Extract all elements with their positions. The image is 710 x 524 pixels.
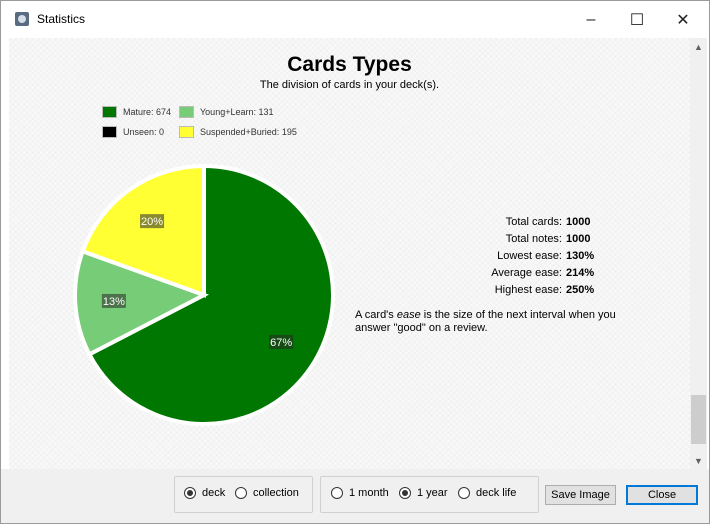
pie-label-background	[140, 214, 165, 229]
legend-label: Suspended+Buried: 195	[200, 127, 297, 137]
pie-slice-suspended-buried	[80, 163, 206, 298]
legend-swatch	[179, 106, 194, 118]
pie-slice-mature	[86, 163, 335, 426]
pie-percent-label: 67%	[270, 337, 292, 349]
stat-label: Total notes:	[505, 233, 562, 245]
radio-label: 1 year	[417, 487, 448, 499]
stat-average-ease: Average ease: 214%	[449, 265, 594, 282]
radio-1-year[interactable]: 1 year	[399, 487, 448, 499]
window-title: Statistics	[37, 12, 86, 26]
pie-label-background	[101, 293, 126, 308]
card-types-pie-chart: 67% 13% 20%	[73, 163, 335, 426]
ease-explanation: A card's ease is the size of the next in…	[355, 309, 635, 335]
legend-item-unseen: Unseen: 0	[102, 126, 164, 138]
radio-button[interactable]	[399, 487, 411, 499]
radio-deck[interactable]: deck	[184, 487, 225, 499]
legend-item-mature: Mature: 674	[102, 106, 171, 118]
stat-value: 130%	[566, 250, 595, 262]
radio-button[interactable]	[184, 487, 196, 499]
radio-button[interactable]	[331, 487, 343, 499]
minimize-button[interactable]: –	[568, 1, 614, 38]
chart-legend: Mature: 674 Young+Learn: 131 Unseen: 0 S…	[102, 106, 362, 142]
scope-group: deck collection	[174, 476, 313, 513]
radio-1-month[interactable]: 1 month	[331, 487, 389, 499]
legend-swatch	[179, 126, 194, 138]
stat-total-notes: Total notes: 1000	[449, 231, 594, 248]
close-button[interactable]: Close	[626, 485, 698, 505]
save-image-button[interactable]: Save Image	[545, 485, 616, 505]
bottom-toolbar: deck collection 1 month 1 year deck life…	[1, 469, 709, 523]
stat-label: Lowest ease:	[497, 250, 562, 262]
pie-percent-label: 20%	[141, 216, 163, 228]
vertical-scrollbar[interactable]: ▲ ▼	[690, 38, 707, 469]
stat-total-cards: Total cards: 1000	[449, 214, 594, 231]
stat-lowest-ease: Lowest ease: 130%	[449, 248, 594, 265]
stat-label: Highest ease:	[494, 284, 562, 296]
ease-term: ease	[396, 309, 421, 321]
maximize-button[interactable]: ☐	[614, 1, 660, 38]
radio-label: 1 month	[349, 487, 389, 499]
stat-value: 1000	[566, 216, 591, 228]
legend-label: Unseen: 0	[123, 127, 165, 137]
legend-swatch	[102, 126, 117, 138]
radio-collection[interactable]: collection	[235, 487, 299, 499]
legend-item-suspended-buried: Suspended+Buried: 195	[179, 126, 297, 138]
radio-button[interactable]	[458, 487, 470, 499]
radio-label: collection	[253, 487, 299, 499]
stat-value: 250%	[566, 284, 595, 296]
anki-app-icon	[15, 12, 29, 26]
ease-note-text: A card's	[355, 309, 397, 321]
radio-label: deck	[202, 487, 226, 499]
radio-button[interactable]	[235, 487, 247, 499]
pie-label-background	[269, 334, 294, 349]
stat-label: Total cards:	[505, 216, 562, 228]
stats-content: Cards Types The division of cards in you…	[9, 38, 690, 469]
legend-label: Mature: 674	[123, 107, 172, 117]
maximize-icon: ☐	[629, 11, 645, 29]
ease-note-text: is the size of the next interval when yo…	[355, 309, 616, 334]
close-icon: ✕	[676, 11, 690, 29]
radio-label: deck life	[476, 487, 517, 499]
section-title: Cards Types	[287, 53, 412, 76]
scroll-down-arrow-icon[interactable]: ▼	[694, 455, 703, 466]
radio-deck-life[interactable]: deck life	[458, 487, 516, 499]
legend-item-young-learn: Young+Learn: 131	[179, 106, 274, 118]
close-window-button[interactable]: ✕	[660, 1, 706, 38]
minimize-icon: –	[586, 10, 596, 28]
stat-value: 1000	[566, 233, 591, 245]
pie-percent-label: 13%	[103, 296, 125, 308]
period-group: 1 month 1 year deck life	[320, 476, 539, 513]
legend-swatch	[102, 106, 117, 118]
scroll-up-arrow-icon[interactable]: ▲	[694, 41, 703, 52]
stats-summary: Total cards: 1000 Total notes: 1000 Lowest…	[449, 214, 594, 299]
stat-highest-ease: Highest ease: 250%	[449, 282, 594, 299]
legend-label: Young+Learn: 131	[200, 107, 274, 117]
stat-label: Average ease:	[491, 267, 562, 279]
pie-slice-young-learn	[73, 248, 209, 357]
scrollbar-thumb[interactable]	[691, 395, 706, 444]
section-subtitle: The division of cards in your deck(s).	[259, 79, 440, 91]
title-bar: Statistics – ☐ ✕	[1, 1, 709, 38]
stat-value: 214%	[566, 267, 595, 279]
